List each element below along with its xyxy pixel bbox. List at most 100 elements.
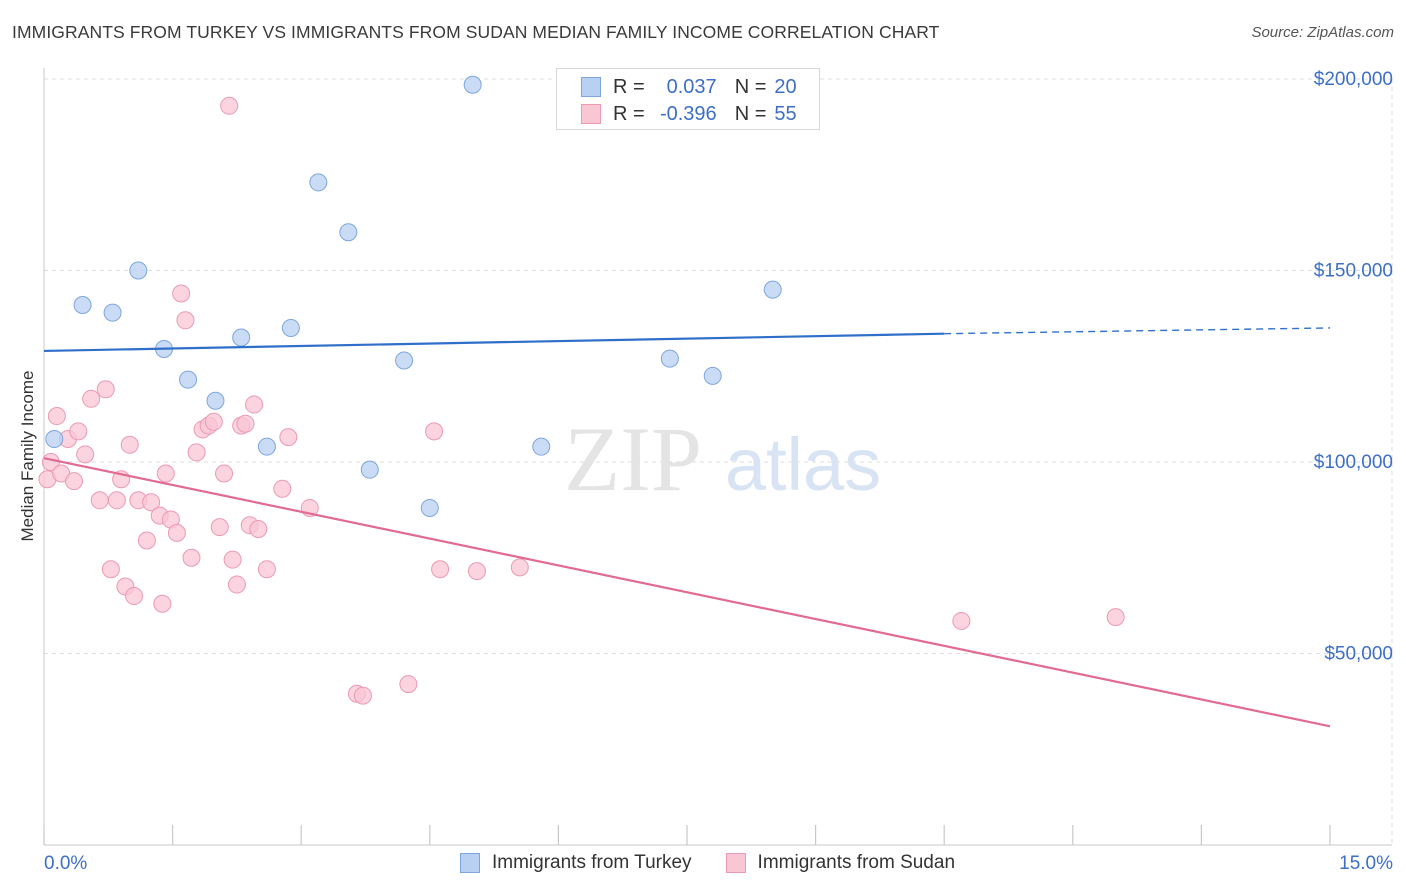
- point-sudan: [236, 414, 255, 433]
- point-sudan: [220, 96, 239, 115]
- point-sudan: [510, 558, 529, 577]
- legend-label-turkey: Immigrants from Turkey: [492, 852, 692, 873]
- point-turkey: [179, 370, 198, 389]
- point-turkey: [532, 437, 551, 456]
- legend-label-sudan: Immigrants from Sudan: [757, 852, 956, 873]
- point-turkey: [129, 261, 148, 280]
- point-sudan: [101, 560, 120, 579]
- legend-swatch-turkey: [460, 853, 480, 873]
- legend-item-sudan[interactable]: Immigrants from Sudan: [725, 852, 956, 874]
- point-turkey: [395, 351, 414, 370]
- point-sudan: [425, 422, 444, 441]
- point-turkey: [420, 498, 439, 517]
- x-tick-label: 15.0%: [1339, 853, 1393, 874]
- point-sudan: [467, 562, 486, 581]
- point-turkey: [703, 366, 722, 385]
- point-turkey: [660, 349, 679, 368]
- point-sudan: [156, 464, 175, 483]
- y-tick-label: $200,000: [1314, 69, 1393, 90]
- point-turkey: [309, 173, 328, 192]
- point-sudan: [120, 435, 139, 454]
- point-sudan: [215, 464, 234, 483]
- point-sudan: [431, 560, 450, 579]
- series-sudan-points: [38, 96, 1125, 705]
- point-sudan: [279, 428, 298, 447]
- point-sudan: [210, 518, 229, 537]
- axes: [43, 68, 1392, 846]
- legend-r-value: 0.037: [666, 75, 717, 98]
- legend-swatch-sudan: [581, 104, 601, 124]
- watermark: ZIP atlas: [564, 408, 881, 510]
- point-turkey: [463, 75, 482, 94]
- point-sudan: [107, 491, 126, 510]
- watermark-zip: ZIP: [564, 408, 702, 510]
- point-turkey: [339, 223, 358, 242]
- point-sudan: [227, 575, 246, 594]
- point-turkey: [360, 460, 379, 479]
- series-legend: Immigrants from Turkey Immigrants from S…: [460, 852, 989, 874]
- x-tick-labels: 0.0% 15.0%: [44, 853, 1393, 874]
- point-sudan: [223, 550, 242, 569]
- point-sudan: [273, 479, 292, 498]
- point-sudan: [65, 472, 84, 491]
- point-sudan: [167, 523, 186, 542]
- point-turkey: [281, 318, 300, 337]
- point-sudan: [182, 548, 201, 567]
- point-sudan: [245, 395, 264, 414]
- point-turkey: [103, 303, 122, 322]
- point-turkey: [257, 437, 276, 456]
- y-tick-label: $100,000: [1314, 452, 1393, 473]
- legend-r-label: R =: [613, 102, 645, 125]
- point-sudan: [249, 520, 268, 539]
- legend-item-turkey[interactable]: Immigrants from Turkey: [460, 852, 692, 874]
- x-tick-label: 0.0%: [44, 853, 87, 874]
- point-sudan: [142, 493, 161, 512]
- series-turkey-points: [45, 75, 782, 517]
- legend-n-value: 20: [774, 75, 797, 98]
- trend-line-turkey: [43, 332, 945, 353]
- point-sudan: [125, 587, 144, 606]
- trend-line-turkey-extension: [944, 327, 1331, 335]
- point-sudan: [76, 445, 95, 464]
- point-turkey: [232, 328, 251, 347]
- point-sudan: [204, 412, 223, 431]
- legend-n-label: N =: [734, 75, 767, 98]
- trend-line-sudan: [43, 457, 1331, 728]
- point-sudan: [90, 491, 109, 510]
- legend-swatch-sudan: [725, 853, 746, 873]
- point-sudan: [187, 443, 206, 462]
- point-sudan: [96, 380, 115, 399]
- point-sudan: [82, 389, 101, 408]
- point-sudan: [353, 686, 372, 705]
- legend-row-turkey: R = 0.037 N = 20: [581, 75, 797, 99]
- chart-title: IMMIGRANTS FROM TURKEY VS IMMIGRANTS FRO…: [12, 22, 940, 42]
- point-sudan: [1106, 608, 1125, 627]
- grid-lines: [44, 78, 1393, 845]
- legend-n-value: 55: [774, 102, 797, 125]
- watermark-atlas: atlas: [725, 423, 881, 506]
- source-label: Source: ZipAtlas.com: [1251, 24, 1394, 41]
- legend-swatch-turkey: [581, 77, 601, 97]
- point-sudan: [399, 675, 418, 694]
- point-sudan: [137, 531, 156, 550]
- y-tick-label: $150,000: [1314, 261, 1393, 282]
- point-sudan: [257, 560, 276, 579]
- point-turkey: [45, 430, 64, 449]
- legend-r-value: -0.396: [659, 102, 717, 125]
- point-sudan: [153, 594, 172, 613]
- point-turkey: [763, 280, 782, 299]
- point-sudan: [69, 422, 88, 441]
- point-sudan: [176, 311, 195, 330]
- point-turkey: [206, 391, 225, 410]
- trend-lines: [43, 327, 1331, 728]
- y-tick-label: $50,000: [1324, 644, 1393, 665]
- y-tick-labels: $50,000 $100,000 $150,000 $200,000: [1314, 69, 1393, 665]
- legend-r-label: R =: [613, 75, 645, 98]
- point-sudan: [952, 611, 971, 630]
- legend-n-label: N =: [734, 102, 767, 125]
- legend-row-sudan: R = -0.396 N = 55: [581, 102, 797, 126]
- point-sudan: [172, 284, 191, 303]
- point-turkey: [73, 295, 92, 314]
- correlation-legend: R = 0.037 N = 20 R = -0.396 N = 55: [556, 68, 820, 130]
